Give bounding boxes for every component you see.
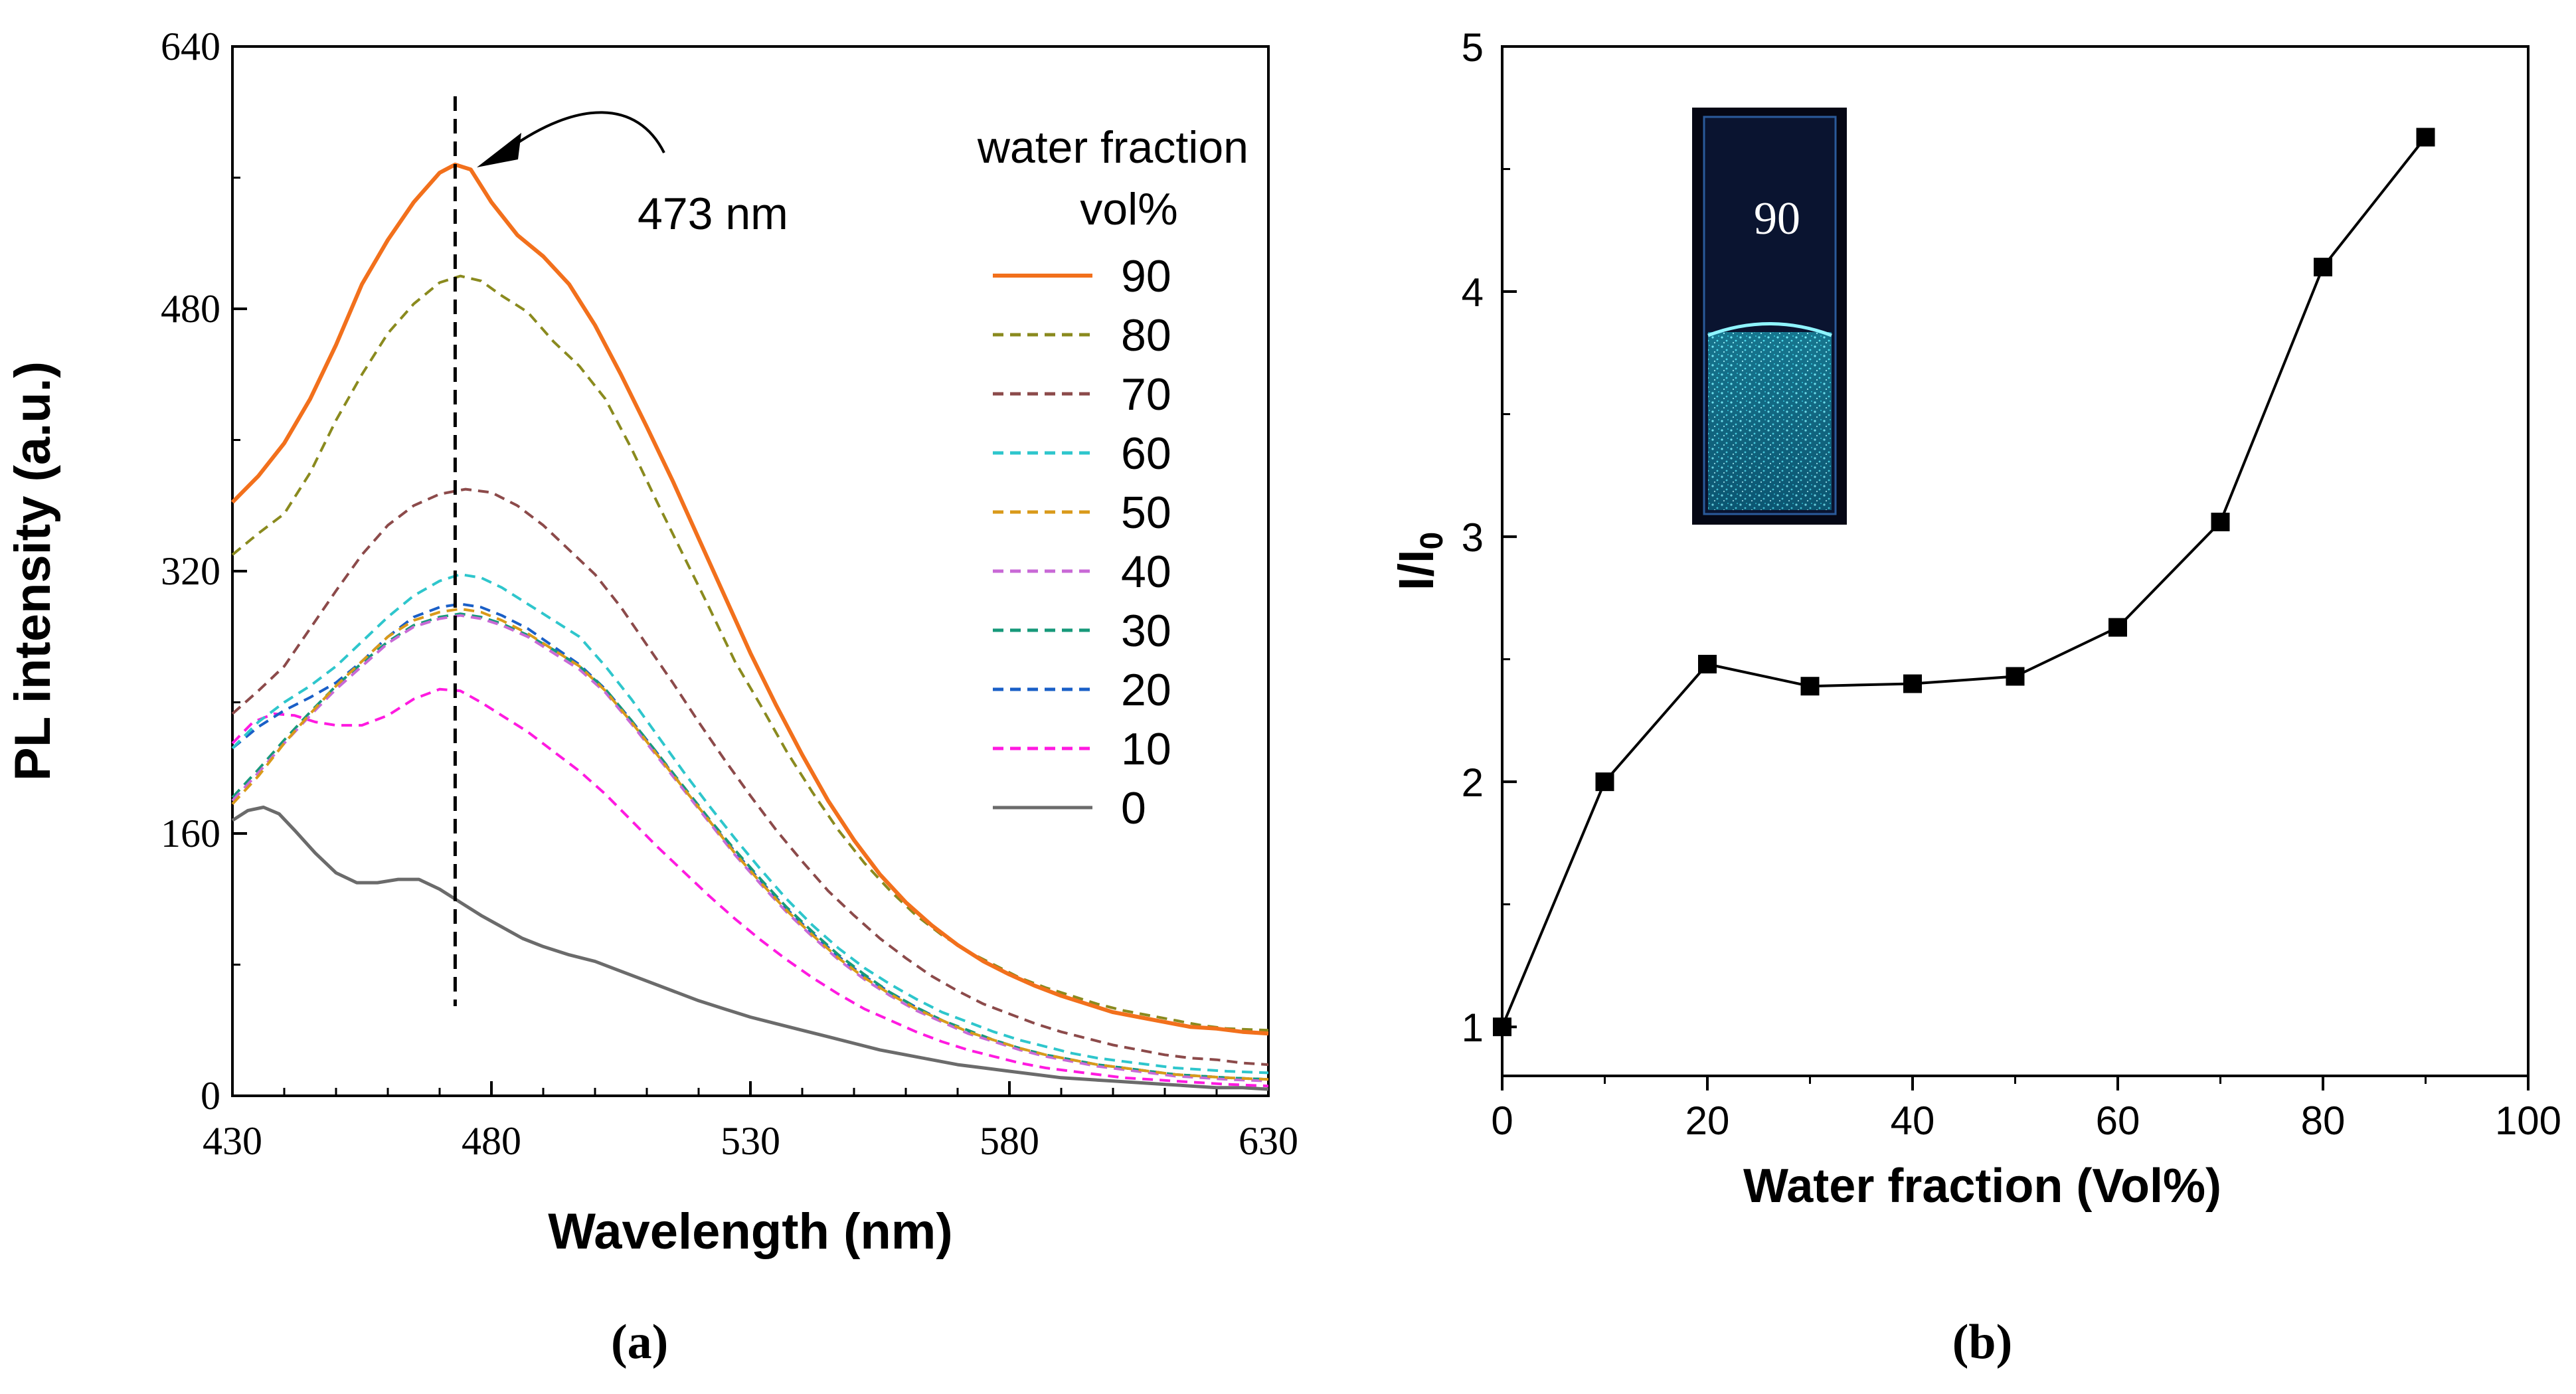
- y-axis-label-b-main: I/I: [1389, 550, 1444, 591]
- legend-title-line2: vol%: [1080, 184, 1177, 234]
- x-axis-label-b: Water fraction (Vol%): [1743, 1160, 2221, 1213]
- y-tick-label-a: 320: [161, 549, 220, 593]
- legend-label-30: 30: [1121, 606, 1171, 656]
- annotation-arrow: [507, 111, 665, 153]
- data-point-marker: [2108, 618, 2127, 637]
- data-point-marker: [1698, 655, 1717, 673]
- legend-label-10: 10: [1121, 724, 1171, 774]
- data-point-marker: [1595, 772, 1614, 792]
- legend-label-20: 20: [1121, 665, 1171, 715]
- x-tick-label-a: 430: [203, 1119, 262, 1163]
- y-tick-label-b: 5: [1462, 25, 1484, 70]
- x-tick-label-b: 80: [2301, 1098, 2346, 1143]
- series-line-30: [231, 612, 1269, 1081]
- peak-annotation-label: 473 nm: [638, 189, 788, 239]
- ratio-series-markers: [1493, 128, 2435, 1037]
- data-point-marker: [2416, 128, 2435, 147]
- series-line-60: [231, 572, 1269, 1075]
- annotation-arrowhead: [477, 133, 521, 167]
- legend-title-line1: water fraction: [977, 122, 1248, 173]
- y-axis-label-b-sub: 0: [1415, 532, 1450, 550]
- legend-label-60: 60: [1121, 428, 1171, 479]
- x-tick-label-a: 480: [462, 1119, 521, 1163]
- data-point-marker: [2211, 512, 2230, 531]
- y-axis-label-a: PL intensity (a.u.): [5, 361, 61, 781]
- x-tick-label-b: 0: [1491, 1098, 1513, 1143]
- x-tick-label-a: 530: [721, 1119, 780, 1163]
- data-point-marker: [2006, 667, 2025, 686]
- data-point-marker: [1800, 677, 1820, 696]
- x-tick-label-b: 100: [2495, 1098, 2561, 1143]
- x-tick-label-a: 580: [980, 1119, 1039, 1163]
- legend-label-40: 40: [1121, 547, 1171, 597]
- ratio-series-line: [1501, 136, 2427, 1027]
- panel-b-intensity-ratio: 1 2 3 4 5 0 20 40 60 80 100 90 Water fraction (Vol…: [1389, 25, 2561, 1369]
- series-line-90: [230, 162, 1269, 1036]
- legend-label-50: 50: [1121, 487, 1171, 538]
- x-axis-label-a: Wavelength (nm): [548, 1203, 952, 1260]
- x-tick-label-b: 20: [1685, 1098, 1730, 1143]
- x-tick-label-b: 60: [2096, 1098, 2140, 1143]
- x-tick-label-a: 630: [1239, 1119, 1298, 1163]
- y-tick-label-a: 0: [201, 1074, 220, 1118]
- data-point-marker: [1493, 1017, 1511, 1037]
- series-line-0: [231, 806, 1269, 1091]
- legend-label-70: 70: [1121, 369, 1171, 420]
- series-line-50: [231, 607, 1269, 1081]
- panel-label-a: (a): [611, 1315, 668, 1369]
- y-tick-marks-a: [231, 45, 1270, 1097]
- data-point-marker: [1903, 674, 1922, 693]
- legend-label-0: 0: [1121, 783, 1146, 833]
- series-line-80: [231, 274, 1269, 1032]
- tick-labels-b: 1 2 3 4 5 0 20 40 60 80 100: [1462, 25, 2561, 1143]
- spectra-series: [230, 162, 1269, 1091]
- y-tick-label-b: 1: [1462, 1005, 1484, 1050]
- y-tick-label-b: 2: [1462, 760, 1484, 805]
- inset-label: 90: [1754, 193, 1800, 244]
- panel-a-pl-spectra: 0 160 320 480 640 430 480 530 580 630 473 nm wate…: [5, 25, 1298, 1369]
- inset-liquid-glow: [1708, 332, 1832, 510]
- y-axis-label-b: I/I0: [1389, 532, 1450, 590]
- inset-meniscus: [1707, 322, 1832, 337]
- legend-a: 90 80 70 60 50 40 30 20 10 0: [993, 251, 1171, 833]
- y-tick-label-b: 3: [1462, 515, 1484, 560]
- data-point-marker: [2314, 258, 2332, 277]
- tick-labels-a: 0 160 320 480 640 430 480 530 580 630: [161, 25, 1298, 1163]
- tick-marks-b: [1501, 45, 2530, 1090]
- series-line-10: [231, 687, 1269, 1088]
- legend-label-80: 80: [1121, 310, 1171, 361]
- y-tick-label-a: 480: [161, 287, 220, 331]
- y-tick-label-b: 4: [1462, 270, 1484, 315]
- legend-label-90: 90: [1121, 251, 1171, 302]
- series-line-20: [231, 602, 1269, 1081]
- cuvette-photo-inset: 90: [1692, 108, 1847, 525]
- y-tick-label-a: 160: [161, 812, 220, 855]
- series-line-40: [231, 614, 1269, 1083]
- panel-label-b: (b): [1952, 1315, 2012, 1369]
- series-line-70: [231, 487, 1269, 1067]
- y-tick-label-a: 640: [161, 25, 220, 68]
- x-tick-label-b: 40: [1891, 1098, 1935, 1143]
